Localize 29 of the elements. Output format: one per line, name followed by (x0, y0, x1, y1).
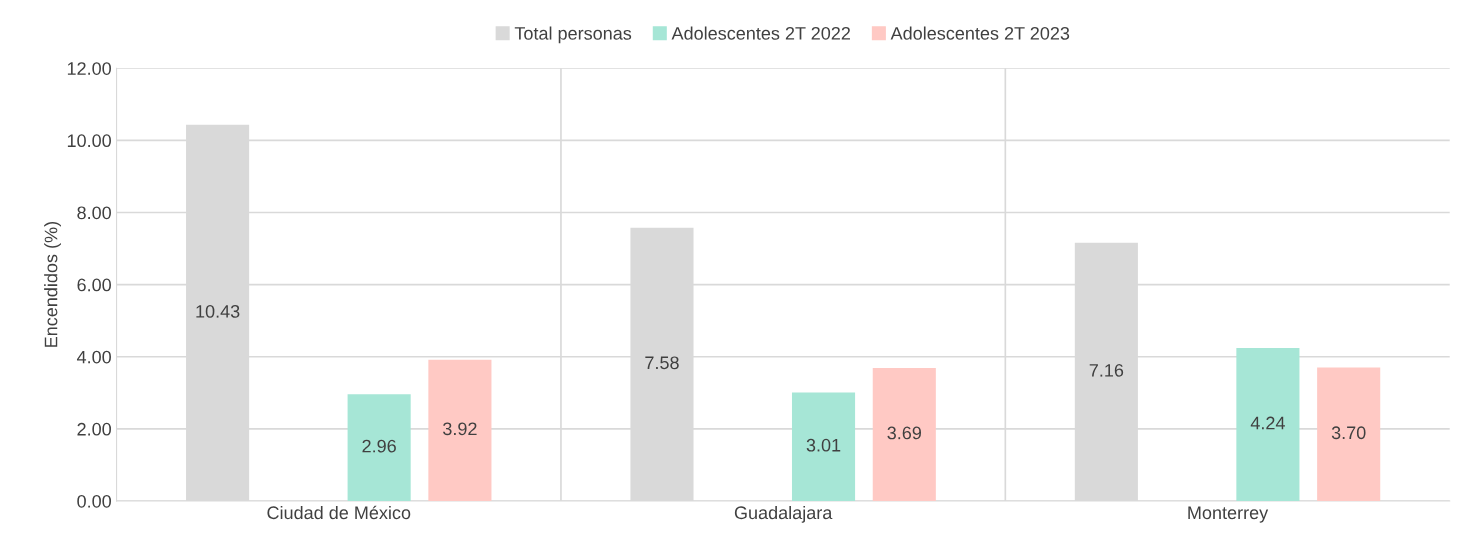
data-label: 2.96 (362, 439, 396, 453)
y-tick-label: 2.00 (77, 422, 111, 436)
data-label: 7.58 (645, 356, 679, 370)
bar (1317, 367, 1381, 502)
y-tick-label: 12.00 (67, 62, 111, 75)
y-tick-label: 0.00 (77, 494, 111, 508)
data-label: 3.69 (887, 426, 922, 440)
data-label: 3.01 (806, 438, 841, 452)
data-label: 3.92 (443, 422, 477, 436)
data-label: 3.70 (1331, 426, 1366, 440)
x-tick-label: Guadalajara (734, 505, 833, 523)
data-label: 4.24 (1250, 416, 1285, 430)
y-tick-label: 4.00 (76, 350, 111, 364)
legend-label: Total personas (514, 26, 632, 44)
data-label: 10.43 (196, 305, 240, 318)
y-axis-title: Encendidos (%) (44, 222, 61, 347)
legend-label: Adolescentes 2T 2022 (671, 26, 850, 40)
y-tick-label: 8.00 (77, 206, 111, 220)
x-tick-label: Ciudad de México (267, 505, 411, 520)
bar (872, 367, 936, 502)
bar (791, 392, 856, 502)
y-tick-label: 10.00 (67, 134, 111, 148)
x-tick-label: Monterrey (1188, 506, 1269, 523)
data-label: 7.16 (1089, 363, 1124, 377)
bar (347, 394, 411, 502)
bar (1236, 348, 1300, 502)
bar (428, 359, 492, 502)
y-tick-label: 6.00 (77, 278, 111, 292)
legend-label: Adolescentes 2T 2023 (890, 26, 1070, 40)
